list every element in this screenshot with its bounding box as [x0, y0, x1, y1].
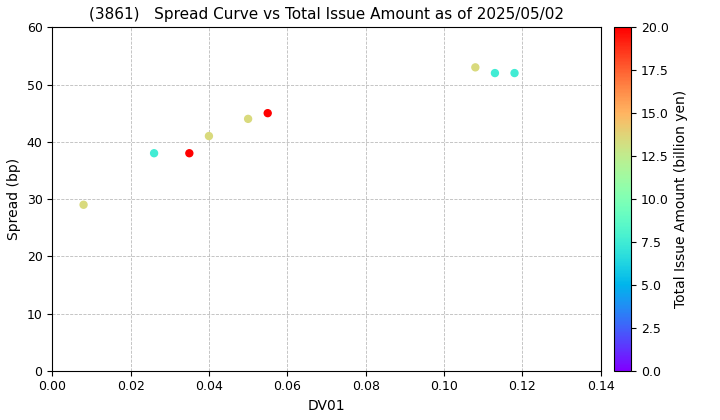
Point [203, 133, 215, 139]
X-axis label: DV01: DV01 [307, 399, 346, 413]
Point [469, 64, 481, 71]
Y-axis label: Spread (bp): Spread (bp) [7, 158, 21, 240]
Point [243, 116, 254, 122]
Point [184, 150, 195, 157]
Point [78, 202, 89, 208]
Point [262, 110, 274, 116]
Point [489, 70, 500, 76]
Title: (3861)   Spread Curve vs Total Issue Amount as of 2025/05/02: (3861) Spread Curve vs Total Issue Amoun… [89, 7, 564, 22]
Point [148, 150, 160, 157]
Point [509, 70, 521, 76]
Y-axis label: Total Issue Amount (billion yen): Total Issue Amount (billion yen) [674, 90, 688, 308]
